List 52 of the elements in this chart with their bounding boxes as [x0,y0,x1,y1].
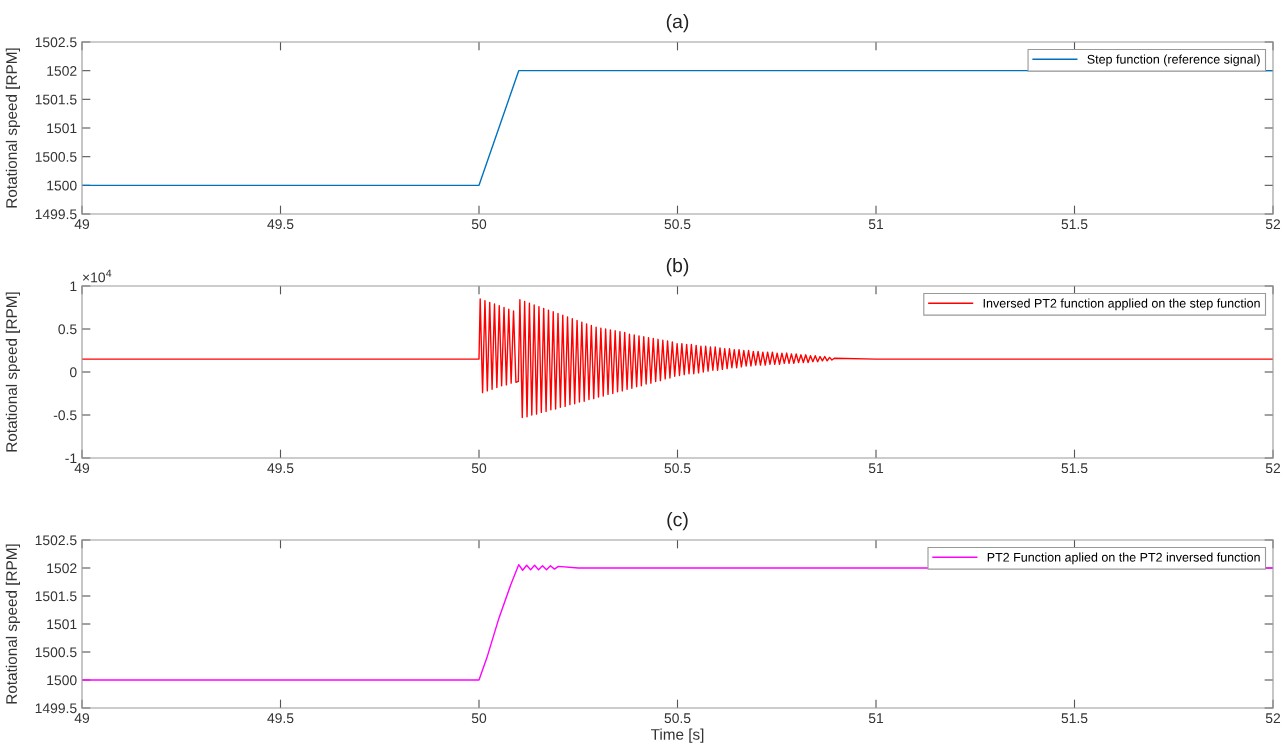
x-tick-label: 49.5 [267,463,294,474]
x-tick-label: 49 [74,463,90,474]
x-tick-label: 52 [1265,219,1281,230]
x-tick-label: 52 [1265,463,1281,474]
x-tick-label: 50 [471,219,487,230]
x-tick-label: 51.5 [1061,463,1088,474]
y-tick-label: 0.5 [58,324,77,335]
chart-title: (c) [667,512,688,531]
y-tick-label: 1501 [47,123,77,134]
x-tick-label: 50.5 [664,463,691,474]
chart-title: (a) [666,14,689,33]
x-axis-title: Time [s] [650,728,704,743]
x-tick-label: 49 [74,219,90,230]
y-tick-label: 1502 [47,563,77,574]
x-tick-label: 50 [471,713,487,724]
legend-label: Inversed PT2 function applied on the step function [983,298,1260,311]
y-axis-title: Rotational speed [RPM] [5,292,20,452]
x-tick-label: 51.5 [1061,713,1088,724]
y-tick-label: 1501 [47,619,77,630]
y-tick-label: -1 [65,453,77,464]
legend-label: Step function (reference signal) [1087,54,1260,67]
x-tick-label: 51.5 [1061,219,1088,230]
y-tick-label: 1499.5 [35,703,77,714]
x-tick-label: 50.5 [664,713,691,724]
y-axis-title: Rotational speed [RPM] [5,48,20,208]
x-tick-label: 49 [74,713,90,724]
x-tick-label: 49.5 [267,713,294,724]
y-tick-label: 1500 [47,180,77,191]
legend-label: PT2 Function aplied on the PT2 inversed function [987,552,1260,565]
y-tick-label: 1 [70,281,77,292]
x-tick-label: 51 [868,713,884,724]
y-tick-label: 1502.5 [35,535,77,546]
chart-title: (b) [666,258,689,277]
y-tick-label: 1502.5 [35,37,77,48]
x-tick-label: 52 [1265,713,1281,724]
text: ×10$^{4}$ [82,269,112,283]
y-tick-label: 1500.5 [35,152,77,162]
y-tick-label: 1502 [47,66,77,76]
y-tick-label: 1501.5 [35,591,77,602]
x-tick-label: 51 [868,463,884,474]
y-tick-label: 1500.5 [35,647,77,658]
y-tick-label: -0.5 [53,410,77,421]
y-axis-title: Rotational speed [RPM] [5,544,20,704]
x-tick-label: 50.5 [664,219,691,230]
line-series [82,298,1273,419]
x-tick-label: 51 [868,219,884,230]
y-tick-label: 1499.5 [35,209,77,220]
x-tick-label: 50 [471,463,487,474]
y-tick-label: 1500 [47,675,77,686]
y-tick-label: 1501.5 [35,94,77,105]
y-tick-label: 0 [69,367,77,378]
x-tick-label: 49.5 [267,219,294,230]
